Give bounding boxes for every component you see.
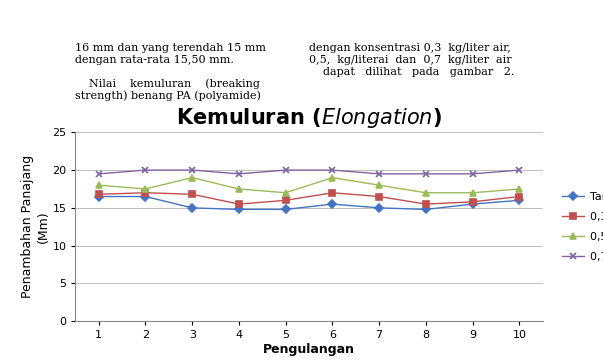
0,7 Kg/Liter Air	[142, 168, 149, 172]
0,5 Kg/Liter Air	[329, 175, 336, 180]
0,5 Kg/Liter Air	[142, 187, 149, 191]
0,7 Kg/Liter Air	[235, 172, 242, 176]
Text: dengan konsentrasi 0,3  kg/liter air,
0,5,  kg/literai  dan  0,7  kg/liter  air
: dengan konsentrasi 0,3 kg/liter air, 0,5…	[309, 43, 514, 77]
Tanpa pengawet	[189, 206, 196, 210]
Tanpa pengawet	[376, 206, 383, 210]
0,3 Kg/Liter Air	[422, 202, 429, 206]
0,3 Kg/Liter Air	[469, 200, 476, 204]
Tanpa pengawet	[95, 194, 103, 199]
Line: 0,7 Kg/Liter Air: 0,7 Kg/Liter Air	[95, 167, 523, 177]
0,5 Kg/Liter Air	[376, 183, 383, 187]
Tanpa pengawet	[235, 207, 242, 212]
0,3 Kg/Liter Air	[142, 191, 149, 195]
Y-axis label: Penambahan Panajang
(Mm): Penambahan Panajang (Mm)	[22, 155, 49, 298]
Text: 16 mm dan yang terendah 15 mm
dengan rata-rata 15,50 mm.

    Nilai    kemuluran: 16 mm dan yang terendah 15 mm dengan rat…	[75, 43, 267, 101]
Line: 0,3 Kg/Liter Air: 0,3 Kg/Liter Air	[96, 190, 522, 207]
Line: Tanpa pengawet: Tanpa pengawet	[96, 194, 522, 212]
Tanpa pengawet	[469, 202, 476, 206]
0,5 Kg/Liter Air	[189, 175, 196, 180]
0,7 Kg/Liter Air	[376, 172, 383, 176]
0,3 Kg/Liter Air	[282, 198, 289, 203]
0,7 Kg/Liter Air	[329, 168, 336, 172]
0,7 Kg/Liter Air	[469, 172, 476, 176]
Tanpa pengawet	[516, 198, 523, 203]
0,5 Kg/Liter Air	[95, 183, 103, 187]
0,7 Kg/Liter Air	[422, 172, 429, 176]
0,5 Kg/Liter Air	[235, 187, 242, 191]
0,3 Kg/Liter Air	[329, 191, 336, 195]
0,3 Kg/Liter Air	[189, 192, 196, 196]
Tanpa pengawet	[142, 194, 149, 199]
0,7 Kg/Liter Air	[516, 168, 523, 172]
X-axis label: Pengulangan: Pengulangan	[263, 343, 355, 356]
Legend: Tanpa pengawet, 0,3 Kg/Liter Air, 0,5 Kg/Liter Air, 0,7 Kg/Liter Air: Tanpa pengawet, 0,3 Kg/Liter Air, 0,5 Kg…	[558, 187, 603, 266]
Tanpa pengawet	[282, 207, 289, 212]
0,5 Kg/Liter Air	[282, 191, 289, 195]
Title: Kemuluran (​​​$\bf{\it{Elongation}}$): Kemuluran (​​​$\bf{\it{Elongation}}$)	[176, 106, 442, 130]
0,7 Kg/Liter Air	[282, 168, 289, 172]
0,3 Kg/Liter Air	[235, 202, 242, 206]
0,5 Kg/Liter Air	[516, 187, 523, 191]
Tanpa pengawet	[329, 202, 336, 206]
0,7 Kg/Liter Air	[189, 168, 196, 172]
0,7 Kg/Liter Air	[95, 172, 103, 176]
Line: 0,5 Kg/Liter Air: 0,5 Kg/Liter Air	[96, 175, 522, 196]
0,5 Kg/Liter Air	[422, 191, 429, 195]
Tanpa pengawet	[422, 207, 429, 212]
0,3 Kg/Liter Air	[95, 192, 103, 196]
0,3 Kg/Liter Air	[516, 194, 523, 199]
0,3 Kg/Liter Air	[376, 194, 383, 199]
0,5 Kg/Liter Air	[469, 191, 476, 195]
